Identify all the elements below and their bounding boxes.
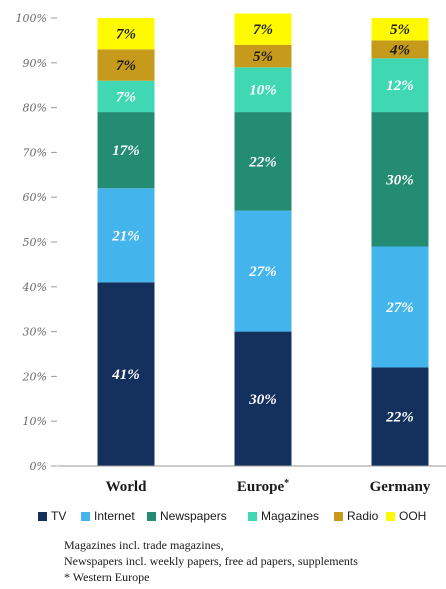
y-tick-label: 60% — [23, 191, 47, 204]
footnotes: Magazines incl. trade magazines, Newspap… — [64, 537, 444, 585]
legend-item-tv: TV — [38, 509, 66, 523]
data-label-tv: 30% — [248, 392, 277, 408]
bar-segment-radio — [97, 49, 155, 81]
bar-segment-tv — [234, 331, 292, 466]
legend-item-magazines: Magazines — [248, 509, 319, 523]
y-tick-label: 10% — [23, 415, 47, 428]
legend-label: Magazines — [261, 509, 320, 523]
footnote-western-europe: * Western Europe — [64, 570, 150, 584]
y-tick-label: 90% — [23, 57, 47, 70]
legend-swatch — [334, 511, 343, 521]
data-label-ooh: 7% — [116, 27, 136, 43]
legend-label: Radio — [347, 509, 379, 523]
data-label-magazines: 10% — [249, 83, 277, 99]
y-tick-label: 50% — [23, 236, 47, 249]
legend-swatch — [38, 511, 47, 521]
legend-label: Newspapers — [160, 509, 227, 523]
y-tick-label: 20% — [22, 370, 47, 383]
data-label-magazines: 12% — [386, 78, 414, 94]
y-tick-label: 30% — [23, 326, 47, 339]
bar-segment-internet — [371, 246, 429, 368]
bars — [97, 13, 429, 466]
bar-segment-newspapers — [234, 112, 292, 211]
y-tick-label: 70% — [23, 146, 47, 159]
bar-segment-internet — [234, 210, 292, 332]
legend-item-newspapers: Newspapers — [147, 509, 227, 523]
y-tick-label: 40% — [22, 281, 47, 294]
legend-swatch — [147, 511, 156, 521]
legend-item-ooh: OOH — [386, 509, 426, 523]
data-labels: 41% 21% 17% 7% 7% 7% 30% 27% 22% 10% 5% 7% 22% 27% 30%… — [111, 22, 414, 426]
legend: TV Internet Newspapers Magazines Radio OOH — [0, 509, 446, 529]
x-axis-labels: World Europe* Germany — [106, 478, 431, 495]
data-label-tv: 41% — [111, 367, 140, 383]
data-label-ooh: 7% — [253, 22, 273, 38]
bar-segment-radio — [371, 40, 429, 59]
bar-segment-radio — [234, 44, 292, 68]
stacked-bar-chart: 0% 10% 20% 30% 40% 50% 60% 70% 80% 90% 100% 41% 21%… — [16, 12, 446, 495]
legend-swatch — [386, 511, 395, 521]
data-label-newspapers: 30% — [385, 172, 414, 188]
bar-segment-ooh — [371, 18, 429, 41]
bar-segment-magazines — [97, 80, 155, 113]
legend-label: TV — [51, 509, 67, 523]
data-label-internet: 27% — [248, 264, 277, 280]
legend-label: OOH — [399, 509, 427, 523]
data-label-internet: 21% — [111, 228, 140, 244]
bar-segment-tv — [371, 367, 429, 466]
y-tick-label: 0% — [30, 460, 47, 473]
x-tick-label: Germany — [370, 479, 431, 495]
data-label-ooh: 5% — [390, 22, 410, 38]
x-tick-label: Europe* — [237, 478, 289, 495]
data-label-newspapers: 17% — [112, 143, 140, 159]
legend-swatch — [248, 511, 257, 521]
y-tick-label: 80% — [23, 102, 47, 115]
data-label-internet: 27% — [385, 300, 414, 316]
legend-item-radio: Radio — [334, 509, 378, 523]
bar-segment-magazines — [234, 67, 292, 113]
bar-segment-ooh — [234, 13, 292, 45]
y-axis: 0% 10% 20% 30% 40% 50% 60% 70% 80% 90% 100% — [16, 12, 57, 473]
bar-segment-ooh — [97, 18, 155, 50]
footnote-magazines: Magazines incl. trade magazines, — [64, 538, 224, 552]
legend-item-internet: Internet — [81, 509, 135, 523]
data-label-radio: 4% — [389, 42, 410, 58]
data-label-newspapers: 22% — [248, 154, 277, 170]
footnote-newspapers: Newspapers incl. weekly papers, free ad … — [64, 554, 358, 568]
legend-label: Internet — [94, 509, 135, 523]
data-label-radio: 5% — [253, 49, 273, 65]
bar-segment-internet — [97, 188, 155, 283]
data-label-tv: 22% — [385, 410, 414, 426]
data-label-magazines: 7% — [116, 89, 136, 105]
bar-segment-newspapers — [97, 112, 155, 189]
data-label-radio: 7% — [116, 58, 136, 74]
x-tick-label: World — [106, 479, 147, 495]
legend-swatch — [81, 511, 90, 521]
bar-segment-magazines — [371, 58, 429, 113]
bar-segment-tv — [97, 282, 155, 466]
y-tick-label: 100% — [16, 12, 47, 25]
bar-segment-newspapers — [371, 112, 429, 247]
